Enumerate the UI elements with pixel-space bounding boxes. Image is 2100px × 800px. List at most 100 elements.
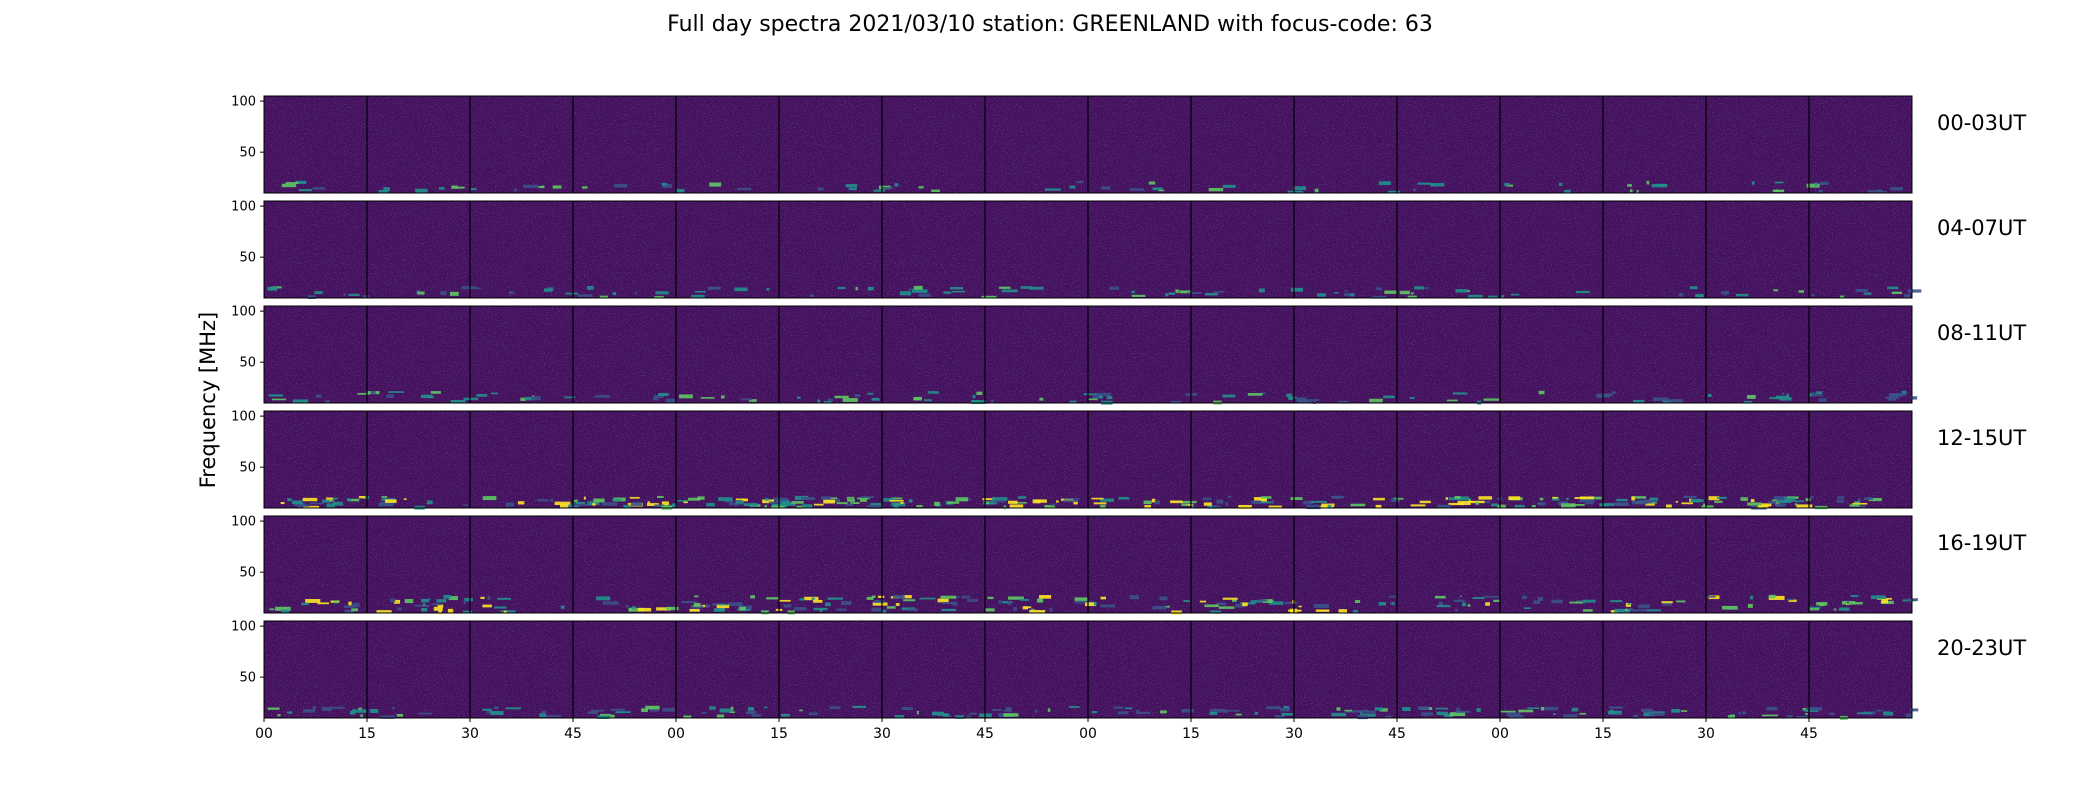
spectral-band (701, 712, 707, 714)
spectral-band (1227, 495, 1232, 498)
spectral-band (1786, 715, 1793, 718)
spectral-band (683, 715, 692, 718)
spectral-band (1809, 608, 1820, 611)
spectral-band (1483, 595, 1499, 598)
spectral-band (657, 496, 664, 499)
spectral-band (1302, 500, 1313, 505)
spectral-band (1254, 497, 1267, 501)
spectral-band (709, 182, 722, 187)
spectral-band (1878, 190, 1887, 193)
spectral-band (1039, 397, 1044, 401)
spectral-band (1569, 504, 1585, 506)
spectral-band (275, 606, 291, 611)
spectral-band (1566, 497, 1569, 501)
spectral-band (321, 706, 332, 711)
spectral-band (1002, 601, 1013, 604)
spectral-band (493, 706, 499, 710)
spectral-band (1538, 390, 1545, 395)
spectral-band (953, 595, 960, 598)
spectral-band (830, 497, 838, 500)
spectral-band (1284, 601, 1298, 605)
spectral-band (1007, 500, 1018, 504)
spectral-band (348, 601, 352, 606)
spectral-band (1239, 602, 1256, 605)
spectral-band (380, 715, 395, 719)
spectral-band (1254, 712, 1258, 715)
spectral-band (1564, 189, 1571, 193)
spectral-band (951, 290, 966, 293)
spectral-band (325, 400, 330, 404)
spectral-band (1775, 503, 1786, 507)
spectral-band (708, 287, 716, 290)
spectral-band (787, 610, 795, 615)
spectral-band (1251, 500, 1262, 505)
spectral-band (1435, 707, 1449, 710)
x-tick-label: 45 (1388, 726, 1406, 742)
spectral-band (438, 610, 442, 615)
spectral-band (1009, 504, 1024, 509)
spectral-band (829, 706, 841, 709)
spectral-band (1638, 604, 1650, 609)
spectral-band (1218, 606, 1235, 609)
spectral-band (1707, 595, 1716, 598)
spectral-band (1610, 600, 1623, 603)
spectral-band (1802, 707, 1807, 711)
x-tick-label: 00 (255, 726, 273, 742)
spectral-band (1657, 183, 1667, 187)
spectral-band (969, 712, 978, 715)
spectral-band (430, 391, 441, 394)
spectral-band (709, 706, 716, 710)
spectral-band (1787, 598, 1794, 601)
spectral-band (1630, 609, 1647, 612)
spectral-band (476, 394, 488, 397)
spectral-band (1608, 710, 1622, 715)
row-label: 04-07UT (1937, 216, 2026, 240)
spectral-band (1542, 706, 1559, 711)
spectral-band (292, 399, 309, 403)
spectral-band (1210, 610, 1222, 614)
spectral-band (1501, 295, 1505, 298)
spectral-band (1017, 496, 1027, 499)
spectral-band (486, 710, 493, 714)
spectral-band (482, 604, 492, 608)
spectral-band (1378, 601, 1386, 606)
y-tick-label: 50 (239, 146, 256, 161)
spectral-band (1290, 497, 1303, 500)
spectral-band (1808, 392, 1814, 397)
spectral-band (1152, 187, 1163, 191)
spectral-band (1118, 496, 1130, 500)
spectral-band (1354, 600, 1361, 603)
spectral-band (886, 606, 896, 609)
spectral-band (1131, 290, 1135, 294)
spectral-band (384, 499, 397, 503)
spectral-band (1457, 500, 1471, 506)
spectral-band (1383, 395, 1395, 399)
spectral-band (296, 504, 310, 507)
spectral-band (1796, 715, 1808, 718)
spectral-band (817, 187, 824, 191)
spectral-band (915, 398, 920, 401)
spectral-band (1454, 608, 1458, 612)
spectral-band (771, 505, 785, 509)
spectral-band (1667, 399, 1683, 403)
spectral-band (490, 710, 504, 716)
spectral-band (1061, 498, 1074, 501)
spectral-band (1208, 187, 1224, 192)
spectral-band (1207, 505, 1221, 509)
spectral-band (1468, 500, 1485, 504)
spectral-band (1062, 500, 1078, 502)
spectral-band (1614, 502, 1630, 506)
spectral-band (1144, 505, 1151, 509)
spectral-band (417, 291, 425, 295)
spectral-band (991, 709, 1003, 711)
spectral-band (743, 503, 758, 507)
spectral-band (277, 714, 281, 717)
spectral-band (1552, 496, 1558, 499)
spectral-band (900, 502, 904, 504)
spectral-band (661, 183, 672, 188)
spectral-band (1007, 596, 1024, 600)
spectral-band (941, 601, 952, 604)
spectral-band (1794, 500, 1804, 503)
spectral-band (332, 497, 338, 500)
spectral-band (1735, 293, 1749, 297)
